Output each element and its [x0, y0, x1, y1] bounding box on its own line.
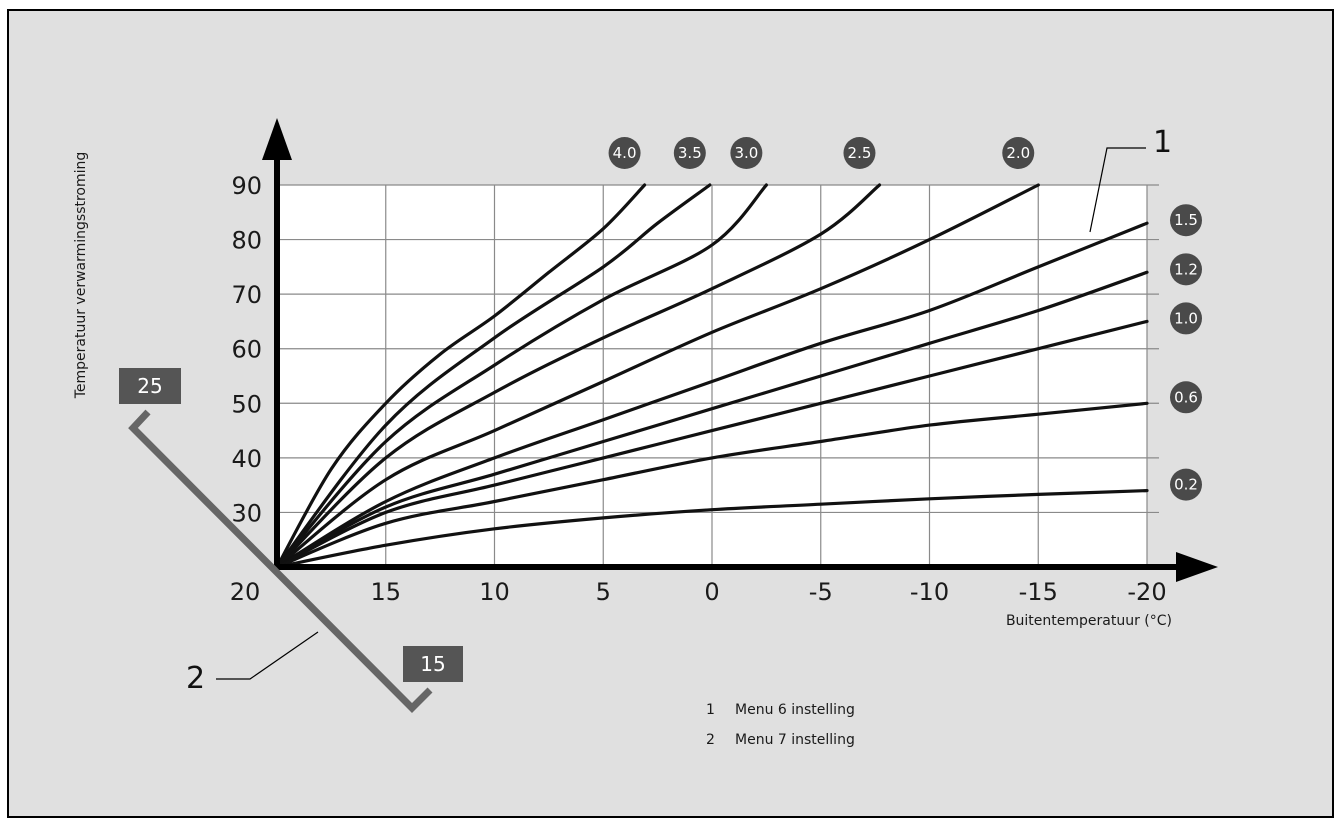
- curve-label-text: 2.0: [1006, 144, 1030, 162]
- curve-label-2.0: 2.0: [1002, 137, 1035, 169]
- y-tick-label: 60: [231, 336, 262, 364]
- x-tick-label: 0: [704, 578, 719, 606]
- x-axis-title: Buitentemperatuur (°C): [1006, 613, 1172, 629]
- offset-top-label: 25: [137, 374, 162, 398]
- curve-label-0.6: 0.6: [1170, 381, 1202, 414]
- offset-line: [128, 409, 433, 713]
- plot-area: [279, 185, 1147, 567]
- x-tick-label: 10: [479, 578, 510, 606]
- curve-label-1.5: 1.5: [1170, 204, 1202, 237]
- y-tick-label: 80: [231, 227, 262, 255]
- curve-1.0: [275, 319, 1149, 569]
- curve-label-text: 0.6: [1174, 388, 1198, 406]
- legend-2-text: Menu 7 instelling: [735, 732, 855, 748]
- curve-labels: 4.0 3.5 3.0 2.5 2.0 1.5 1.2 1.0 0.6 0.2: [608, 137, 1202, 501]
- x-tick-labels: 20 15 10 5 0 -5 -10 -15 -20: [230, 578, 1167, 606]
- curve-2.0: [275, 183, 1040, 569]
- y-tick-labels: 90 80 70 60 50 40 30: [231, 172, 262, 527]
- offset-bottom-box: [403, 646, 463, 682]
- y-tick-label: 30: [231, 499, 262, 527]
- horizontal-gridlines: [277, 184, 1159, 514]
- y-axis-arrow: [262, 118, 292, 160]
- callout-1-number: 1: [1153, 125, 1172, 160]
- x-tick-label: -15: [1019, 578, 1058, 606]
- curve-label-text: 3.0: [734, 144, 758, 162]
- y-axis-title: Temperatuur verwarmingsstroming: [73, 152, 89, 400]
- curve-label-1.0: 1.0: [1170, 302, 1202, 335]
- y-tick-label: 90: [231, 172, 262, 200]
- curve-label-2.5: 2.5: [843, 137, 876, 169]
- x-tick-label: 15: [370, 578, 401, 606]
- y-tick-label: 50: [231, 390, 262, 418]
- legend-1-number: 1: [706, 702, 715, 718]
- curve-label-4.0: 4.0: [608, 137, 641, 169]
- curve-label-text: 4.0: [613, 144, 637, 162]
- curve-2.5: [275, 183, 882, 569]
- callout-2-number: 2: [186, 661, 205, 696]
- x-tick-label: 20: [230, 578, 261, 606]
- curve-label-text: 0.2: [1174, 476, 1198, 494]
- curve-label-1.2: 1.2: [1170, 253, 1202, 286]
- x-axis-arrow: [1176, 552, 1218, 582]
- y-tick-label: 70: [231, 281, 262, 309]
- curve-label-text: 1.2: [1174, 260, 1198, 278]
- curve-label-3.5: 3.5: [673, 137, 706, 169]
- curve-label-text: 3.5: [678, 144, 702, 162]
- legend-2-number: 2: [706, 732, 715, 748]
- curve-label-3.0: 3.0: [730, 137, 763, 169]
- callout-2-leader: [216, 631, 319, 680]
- curve-3.5: [275, 183, 712, 569]
- x-tick-label: 5: [596, 578, 611, 606]
- curve-1.2: [275, 270, 1149, 569]
- x-tick-label: -20: [1127, 578, 1166, 606]
- curve-label-text: 1.5: [1174, 211, 1198, 229]
- curve-1.5: [275, 221, 1149, 569]
- legend-1-text: Menu 6 instelling: [735, 702, 855, 718]
- offset-top-box: [119, 368, 181, 404]
- curve-3.0: [275, 183, 768, 569]
- callout-1-leader: [1089, 147, 1146, 233]
- curve-0.6: [275, 401, 1149, 569]
- x-tick-label: -10: [910, 578, 949, 606]
- curve-4.0: [275, 183, 647, 569]
- x-tick-label: -5: [809, 578, 833, 606]
- curve-label-text: 1.0: [1174, 309, 1198, 327]
- offset-bottom-label: 15: [420, 652, 445, 676]
- curves-group: [275, 183, 1149, 569]
- curve-label-0.2: 0.2: [1170, 468, 1202, 501]
- y-tick-label: 40: [231, 445, 262, 473]
- curve-label-text: 2.5: [848, 144, 872, 162]
- curve-0.2: [275, 489, 1149, 569]
